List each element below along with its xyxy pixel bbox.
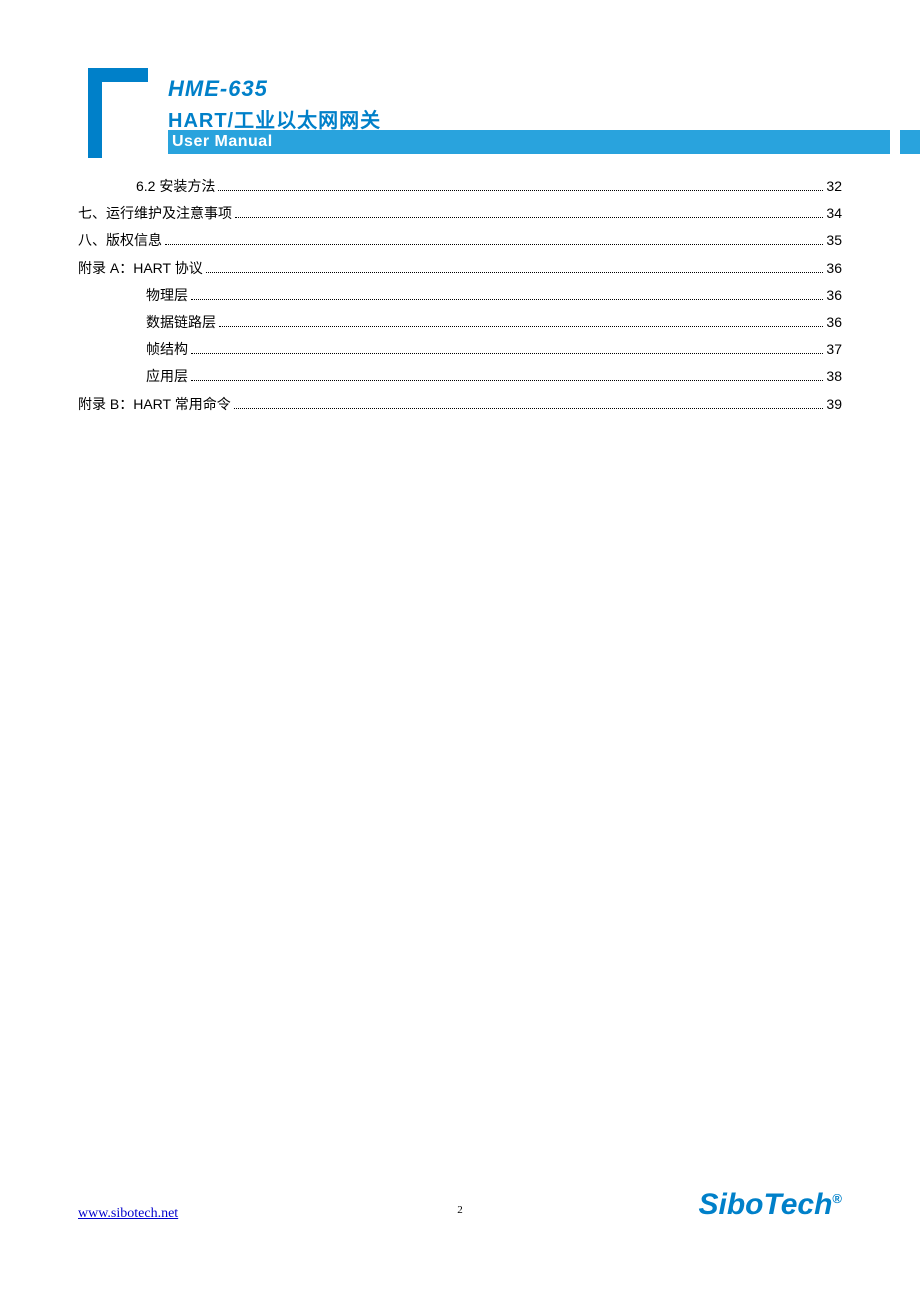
- toc-entry-label: 数据链路层: [146, 310, 216, 335]
- toc-row[interactable]: 数据链路层 36: [78, 310, 842, 335]
- toc-entry-page: 36: [826, 310, 842, 335]
- product-model: HME-635: [168, 76, 381, 102]
- toc-row[interactable]: 附录 B：HART 常用命令 39: [78, 392, 842, 417]
- toc-entry-label: 物理层: [146, 283, 188, 308]
- toc-leader-dots: [206, 272, 824, 273]
- toc-row[interactable]: 附录 A：HART 协议 36: [78, 256, 842, 281]
- toc-entry-label: 附录 A：HART 协议: [78, 256, 203, 281]
- toc-row[interactable]: 八、版权信息 35: [78, 228, 842, 253]
- title-bar: User Manual: [168, 130, 920, 154]
- toc-entry-page: 38: [826, 364, 842, 389]
- registered-mark-icon: ®: [832, 1191, 842, 1206]
- company-logo: SiboTech®: [699, 1188, 843, 1222]
- product-subtitle: HART/工业以太网网关: [168, 104, 381, 133]
- toc-entry-label: 七、运行维护及注意事项: [78, 201, 232, 226]
- toc-leader-dots: [219, 326, 823, 327]
- toc-entry-page: 34: [826, 201, 842, 226]
- logo-bracket-icon: [88, 68, 148, 158]
- document-header: HME-635 HART/工业以太网网关 User Manual: [78, 58, 842, 158]
- toc-entry-label: 附录 B：HART 常用命令: [78, 392, 231, 417]
- subtitle-en: HART: [168, 110, 228, 132]
- toc-entry-label: 6.2 安装方法: [136, 174, 215, 199]
- toc-leader-dots: [191, 299, 823, 300]
- title-bar-label: User Manual: [168, 133, 273, 151]
- footer-url-link[interactable]: www.sibotech.net: [78, 1206, 178, 1222]
- toc-entry-label: 八、版权信息: [78, 228, 162, 253]
- toc-leader-dots: [218, 190, 823, 191]
- table-of-contents: 6.2 安装方法 32 七、运行维护及注意事项 34 八、版权信息 35 附录 A：HART…: [78, 174, 842, 417]
- toc-entry-page: 36: [826, 256, 842, 281]
- header-text-block: HME-635 HART/工业以太网网关: [168, 76, 381, 133]
- toc-entry-page: 35: [826, 228, 842, 253]
- company-name: SiboTech: [699, 1188, 833, 1221]
- toc-leader-dots: [165, 244, 823, 245]
- toc-entry-label: 应用层: [146, 364, 188, 389]
- subtitle-cn: /工业以太网网关: [228, 110, 382, 132]
- toc-entry-page: 39: [826, 392, 842, 417]
- toc-entry-page: 37: [826, 337, 842, 362]
- toc-entry-label: 帧结构: [146, 337, 188, 362]
- toc-entry-page: 36: [826, 283, 842, 308]
- toc-row[interactable]: 帧结构 37: [78, 337, 842, 362]
- toc-leader-dots: [191, 380, 823, 381]
- toc-leader-dots: [191, 353, 823, 354]
- toc-leader-dots: [234, 408, 824, 409]
- toc-leader-dots: [235, 217, 823, 218]
- toc-row[interactable]: 应用层 38: [78, 364, 842, 389]
- toc-row[interactable]: 物理层 36: [78, 283, 842, 308]
- page-footer: www.sibotech.net 2 SiboTech®: [78, 1188, 842, 1222]
- toc-entry-page: 32: [826, 174, 842, 199]
- toc-row[interactable]: 6.2 安装方法 32: [78, 174, 842, 199]
- toc-row[interactable]: 七、运行维护及注意事项 34: [78, 201, 842, 226]
- footer-page-number: 2: [457, 1204, 463, 1216]
- title-bar-gap-icon: [890, 130, 900, 154]
